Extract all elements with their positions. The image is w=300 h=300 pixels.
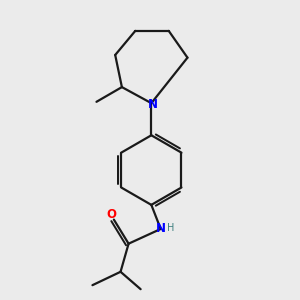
- Text: N: N: [156, 223, 166, 236]
- Text: H: H: [167, 223, 175, 232]
- Text: N: N: [148, 98, 158, 111]
- Text: O: O: [106, 208, 116, 221]
